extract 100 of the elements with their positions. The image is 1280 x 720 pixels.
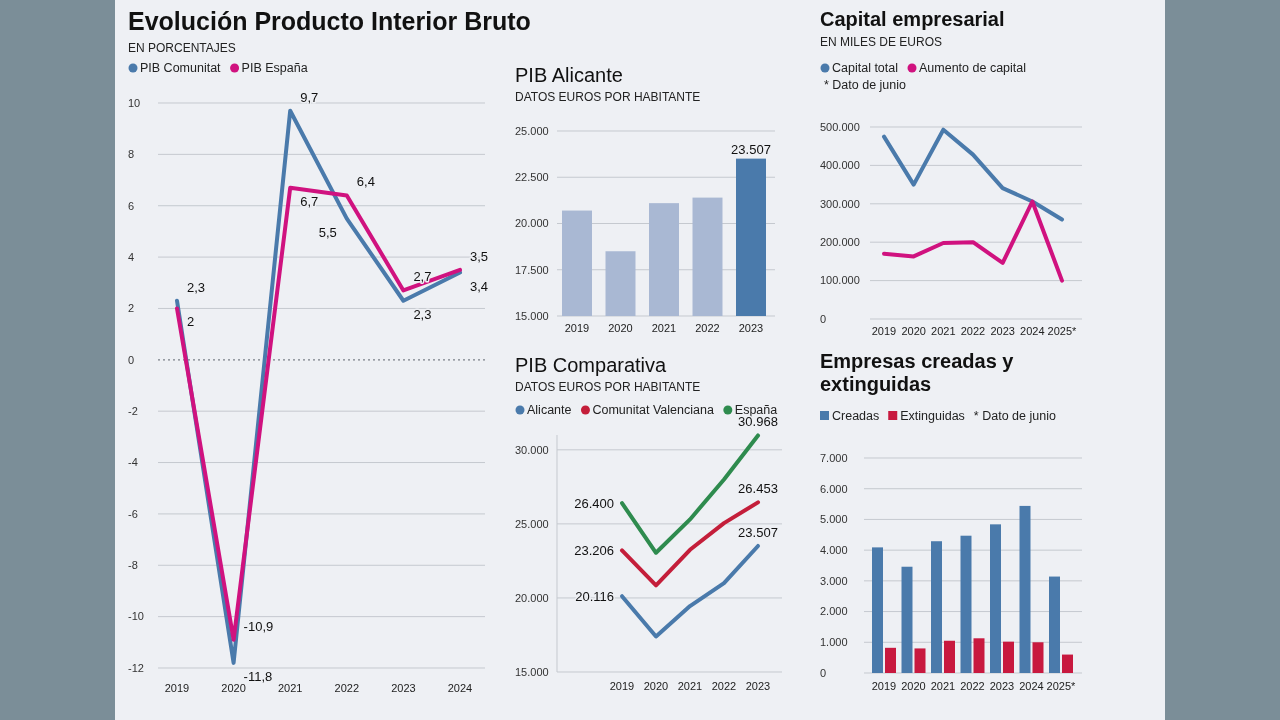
y-tick-label: 17.500 [515, 263, 549, 276]
x-tick-label: 2023 [738, 322, 764, 334]
data-label: 23.507 [731, 141, 771, 157]
chart-title: PIB Alicante [515, 64, 623, 86]
legend-label: Creadas [832, 409, 880, 423]
x-tick-label: 2019 [871, 325, 897, 337]
y-tick-label: 500.000 [820, 120, 860, 133]
bar [1003, 641, 1014, 673]
y-tick-label: 8 [128, 148, 135, 161]
legend-label: Comunitat Valenciana [592, 403, 714, 417]
y-tick-label: 200.000 [820, 236, 860, 249]
x-tick-label: 2021 [651, 322, 677, 334]
x-tick-label: 2021 [930, 680, 956, 692]
x-tick-label: 2023 [745, 680, 771, 692]
chart-title: Empresas creadas y extinguidas [820, 350, 1015, 395]
data-label: 2 [187, 314, 195, 330]
y-tick-label: 0 [820, 312, 827, 325]
x-tick-label: 2020 [221, 682, 246, 694]
y-tick-label: 7.000 [820, 451, 848, 464]
legend-label: PIB Comunitat [140, 61, 222, 75]
y-tick-label: 5.000 [820, 513, 848, 526]
bar [1062, 654, 1073, 673]
data-label: 2,7 [413, 269, 432, 285]
y-tick-label: 25.000 [515, 124, 549, 137]
text: * Dato de junio [973, 409, 1056, 423]
x-tick-label: 2020 [608, 322, 633, 334]
bar [931, 541, 942, 673]
y-tick-label: -2 [128, 405, 138, 418]
y-tick-label: -4 [128, 456, 138, 469]
y-tick-label: 4.000 [820, 543, 848, 556]
bar [914, 648, 926, 673]
y-tick-label: 25.000 [515, 517, 549, 530]
x-tick-label: 2025* [1046, 680, 1077, 692]
y-tick-label: -12 [128, 661, 144, 674]
x-tick-label: 2019 [609, 680, 635, 692]
x-tick-label: 2019 [871, 680, 897, 692]
data-label: 6,7 [300, 193, 319, 209]
y-tick-label: 0 [820, 666, 827, 679]
data-label: 26.400 [574, 496, 614, 512]
bar [901, 566, 913, 673]
y-tick-label: 300.000 [820, 197, 860, 210]
y-tick-label: 20.000 [515, 591, 549, 604]
y-tick-label: 400.000 [820, 159, 860, 172]
x-tick-label: 2022 [334, 682, 360, 694]
data-label: 3,5 [470, 248, 489, 264]
x-tick-label: 2023 [990, 325, 1015, 337]
y-tick-label: 2.000 [820, 605, 848, 618]
y-tick-label: 3.000 [820, 574, 848, 587]
y-tick-label: 1.000 [820, 636, 848, 649]
y-tick-label: -6 [128, 507, 138, 520]
x-tick-label: 2022 [695, 322, 720, 334]
line-series [620, 543, 760, 639]
chart-subtitle: DATOS EUROS POR HABITANTE [515, 90, 701, 104]
x-tick-label: 2021 [931, 325, 956, 337]
data-label: 6,4 [356, 174, 375, 190]
x-tick-label: 2022 [960, 680, 985, 692]
chart-subtitle: EN MILES DE EUROS [820, 35, 943, 49]
data-label: 26.453 [738, 481, 778, 497]
data-label: 20.116 [575, 589, 614, 605]
legend-label: Alicante [527, 403, 572, 417]
data-label: -10,9 [243, 618, 274, 634]
y-tick-label: 6 [128, 199, 135, 212]
line-series [882, 127, 1064, 222]
data-label: 23.206 [574, 543, 614, 559]
data-label: 3,4 [470, 278, 489, 294]
x-tick-label: 2020 [643, 680, 669, 692]
y-tick-label: -8 [128, 559, 138, 572]
y-tick-label: 30.000 [515, 443, 549, 456]
x-tick-label: 2024 [1019, 680, 1044, 692]
chart-subtitle: EN PORCENTAJES [128, 41, 236, 55]
bar [1032, 642, 1044, 673]
y-tick-label: 6.000 [820, 482, 848, 495]
x-tick-label: 2023 [989, 680, 1015, 692]
x-tick-label: 2020 [901, 325, 926, 337]
x-tick-label: 2021 [277, 682, 303, 694]
bar [990, 524, 1001, 673]
data-label: 23.507 [738, 524, 778, 540]
y-tick-label: 15.000 [515, 665, 549, 678]
bar [973, 638, 985, 673]
y-tick-label: 10 [128, 96, 141, 109]
x-tick-label: 2019 [564, 322, 590, 334]
y-tick-label: 20.000 [515, 217, 549, 230]
bar [944, 640, 955, 673]
y-tick-label: 0 [128, 353, 135, 366]
legend-label: Extinguidas [900, 409, 965, 423]
legend-label: Capital total [832, 61, 899, 75]
x-tick-label: 2019 [164, 682, 190, 694]
y-tick-label: 2 [128, 302, 135, 315]
x-tick-label: 2022 [960, 325, 986, 337]
text: * Dato de junio [824, 78, 907, 92]
x-tick-label: 2024 [1020, 325, 1045, 337]
chart-title: Capital empresarial [820, 8, 1005, 30]
x-tick-label: 2022 [711, 680, 737, 692]
x-tick-label: 2020 [901, 680, 926, 692]
x-tick-label: 2025* [1047, 325, 1078, 337]
x-tick-label: 2024 [447, 682, 473, 694]
y-tick-label: 4 [128, 250, 135, 263]
bar [872, 547, 883, 673]
x-tick-label: 2021 [677, 680, 703, 692]
legend-label: PIB España [241, 61, 308, 75]
